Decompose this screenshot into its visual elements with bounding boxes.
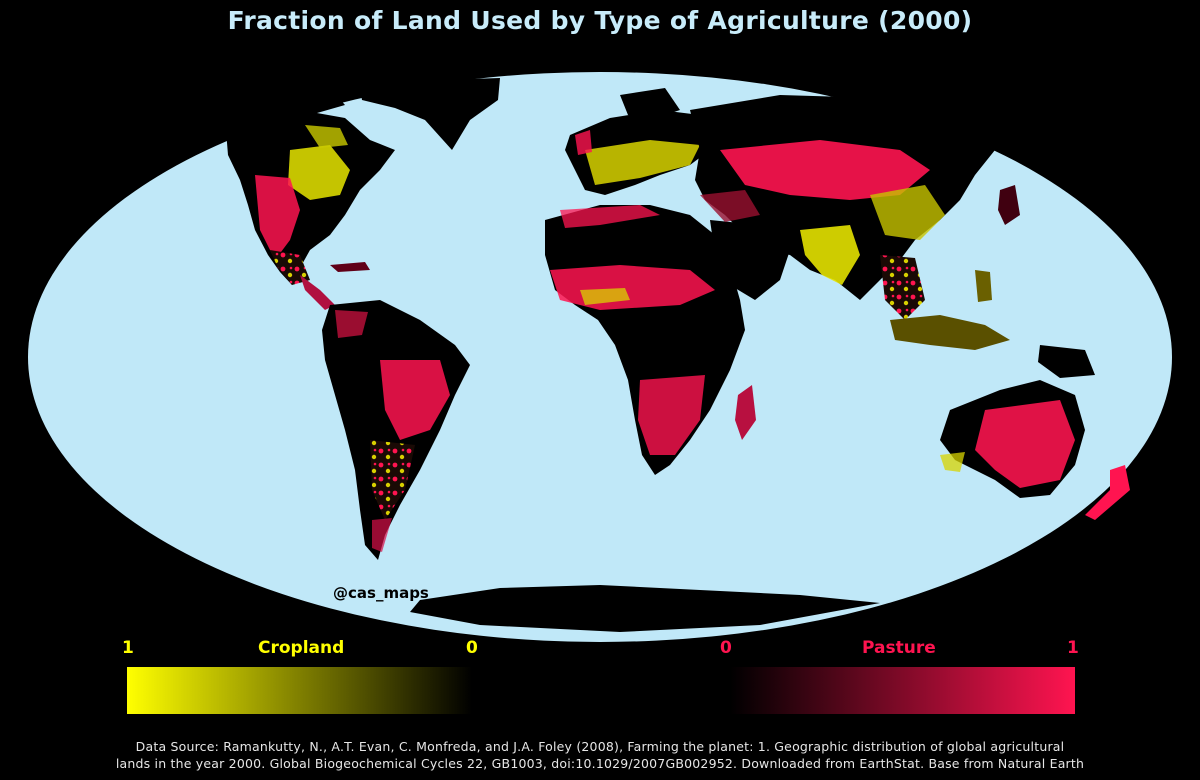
- landmass-new-zealand: [1085, 465, 1130, 520]
- region-brazil-pasture: [380, 360, 450, 440]
- cropland-title: Cropland: [258, 638, 345, 658]
- landmass-indonesia: [890, 315, 1010, 350]
- region-australia-pasture: [975, 400, 1075, 488]
- region-central-asia-pasture: [720, 140, 930, 200]
- pasture-max-label: 1: [1067, 638, 1079, 658]
- region-southern-africa-pasture: [638, 375, 705, 455]
- source-line-2: lands in the year 2000. Global Biogeoche…: [115, 756, 1085, 771]
- region-patagonia: [372, 518, 392, 552]
- region-west-africa-crop: [580, 288, 630, 305]
- region-europe-cropland: [585, 140, 700, 185]
- region-middle-east-mix: [700, 190, 760, 222]
- region-canada-prairie: [305, 125, 348, 148]
- region-british-isles: [575, 130, 592, 155]
- region-china-cropland: [870, 185, 945, 240]
- landmass-madagascar: [735, 385, 756, 440]
- region-australia-crop: [940, 452, 965, 472]
- region-us-pasture: [255, 175, 300, 260]
- landmass-antarctica: [410, 585, 880, 632]
- landmass-arctic-islands: [280, 88, 345, 115]
- region-southeast-asia: [880, 255, 925, 320]
- region-north-africa-coast: [560, 205, 660, 228]
- region-us-cropland: [288, 145, 350, 200]
- landmass-greenland: [360, 78, 500, 150]
- author-credit: @cas_maps: [333, 584, 429, 602]
- landmass-japan: [998, 185, 1020, 225]
- cropland-min-label: 1: [122, 638, 134, 658]
- pasture-colorbar: [730, 667, 1075, 714]
- landmass-central-america: [300, 275, 335, 310]
- cropland-max-label: 0: [466, 638, 478, 658]
- region-argentina-mix: [370, 440, 415, 520]
- landmass-caribbean: [330, 262, 370, 272]
- landmass-new-guinea: [1038, 345, 1095, 378]
- pasture-title: Pasture: [862, 638, 936, 658]
- region-mexico: [270, 250, 310, 285]
- region-india-cropland: [800, 225, 860, 285]
- cropland-colorbar: [127, 667, 472, 714]
- data-source-note: Data Source: Ramankutty, N., A.T. Evan, …: [90, 738, 1110, 772]
- pasture-min-label: 0: [720, 638, 732, 658]
- region-colombia: [335, 310, 368, 338]
- region-scandinavia: [620, 88, 680, 120]
- source-line-1: Data Source: Ramankutty, N., A.T. Evan, …: [135, 739, 1065, 754]
- landmass-philippines: [975, 270, 992, 302]
- map-title: Fraction of Land Used by Type of Agricul…: [227, 6, 973, 35]
